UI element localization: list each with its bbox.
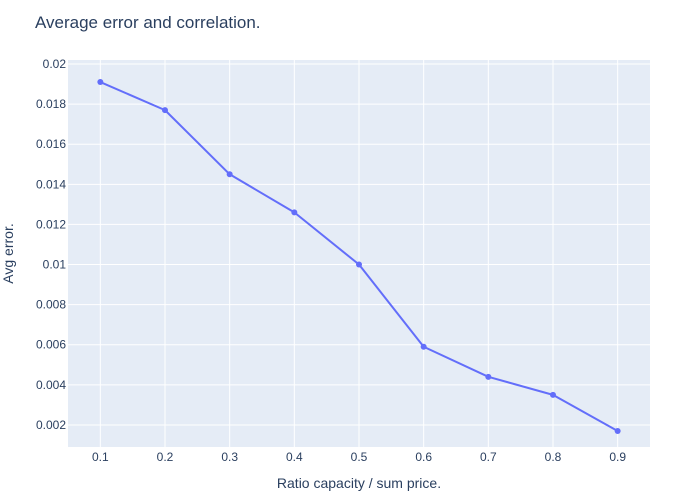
chart-title: Average error and correlation. (35, 13, 261, 32)
data-point[interactable] (356, 261, 362, 268)
y-tick-label: 0.012 (36, 217, 66, 231)
data-point[interactable] (226, 171, 233, 178)
data-point[interactable] (614, 427, 621, 434)
y-tick-label: 0.002 (36, 418, 66, 432)
data-point[interactable] (485, 373, 492, 380)
y-tick-label: 0.02 (43, 57, 67, 71)
x-tick-label: 0.2 (157, 450, 174, 464)
y-tick-labels: 0.002 0.004 0.006 0.008 0.01 0.012 0.014 0.016 0… (36, 57, 66, 432)
x-tick-labels: 0.1 0.2 0.3 0.4 0.5 0.6 0.7 0.8 0.9 (92, 450, 626, 464)
x-tick-label: 0.5 (351, 450, 368, 464)
data-point[interactable] (162, 107, 168, 114)
data-point[interactable] (550, 391, 556, 398)
data-point[interactable] (420, 343, 427, 350)
x-tick-label: 0.8 (545, 450, 562, 464)
x-gridlines (99, 60, 619, 447)
x-tick-label: 0.7 (480, 450, 497, 464)
x-tick-label: 0.4 (286, 450, 303, 464)
y-tick-label: 0.006 (36, 338, 66, 352)
x-tick-label: 0.9 (609, 450, 626, 464)
y-tick-label: 0.01 (43, 258, 67, 272)
data-point[interactable] (97, 79, 104, 86)
data-point[interactable] (291, 209, 298, 216)
x-tick-label: 0.3 (221, 450, 238, 464)
x-tick-label: 0.6 (415, 450, 432, 464)
y-tick-label: 0.008 (36, 298, 66, 312)
y-tick-label: 0.016 (36, 137, 66, 151)
y-tick-label: 0.018 (36, 97, 66, 111)
series-points-group (97, 79, 621, 434)
x-axis-title: Ratio capacity / sum price. (277, 475, 441, 491)
y-tick-label: 0.014 (36, 177, 66, 191)
y-axis-title: Avg error. (0, 223, 16, 283)
y-tick-label: 0.004 (36, 378, 66, 392)
x-tick-label: 0.1 (92, 450, 109, 464)
